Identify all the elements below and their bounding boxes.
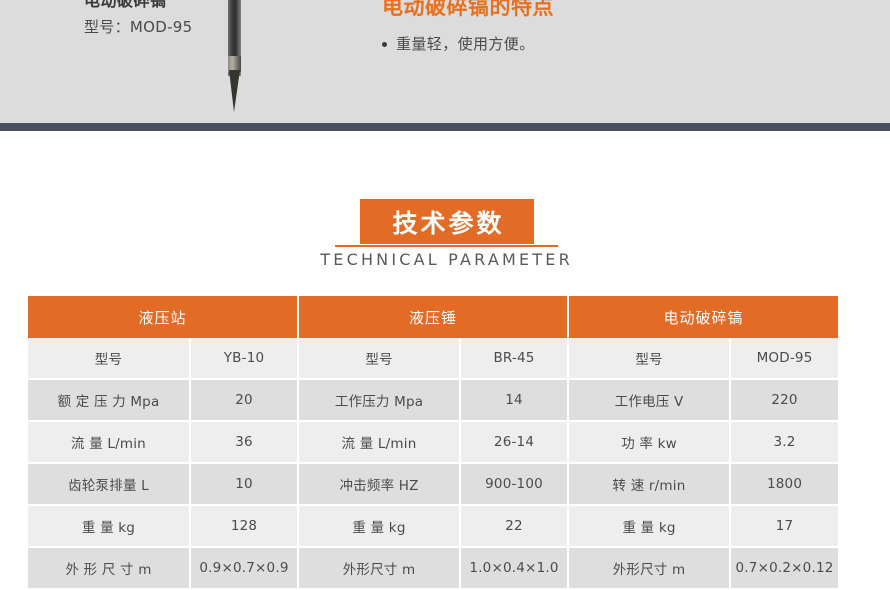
spec-value: 0.7×0.2×0.12 bbox=[730, 547, 839, 590]
section-heading: 技术参数 TECHNICAL PARAMETER bbox=[0, 131, 890, 282]
section-subtitle: TECHNICAL PARAMETER bbox=[320, 250, 573, 269]
hero-feature-title: 电动破碎镐的特点 bbox=[382, 0, 554, 19]
spec-value: 36 bbox=[190, 421, 300, 464]
spec-value: 900-100 bbox=[460, 463, 570, 506]
spec-label: 工作电压 V bbox=[568, 379, 732, 422]
hero-feature-list: 重量轻，使用方便。 bbox=[382, 32, 554, 56]
hero-feature-block: 电动破碎镐的特点 重量轻，使用方便。 bbox=[382, 0, 554, 56]
spec-label: 外形尺寸 m bbox=[298, 547, 462, 590]
hero-product-block: 电动破碎镐 型号：MOD-95 bbox=[84, 0, 284, 40]
spec-value: 14 bbox=[460, 379, 570, 422]
spec-value: 1.0×0.4×1.0 bbox=[460, 547, 570, 590]
hero-product-model: 型号：MOD-95 bbox=[84, 18, 193, 36]
table-row: 型号 YB-10 型号 BR-45 型号 MOD-95 bbox=[28, 338, 839, 380]
hero-feature-item: 重量轻，使用方便。 bbox=[382, 32, 554, 56]
spec-value: 20 bbox=[190, 379, 300, 422]
table-row: 额 定 压 力 Mpa 20 工作压力 Mpa 14 工作电压 V 220 bbox=[28, 379, 839, 422]
spec-table-container: 液压站 液压锤 电动破碎镐 型号 YB-10 型号 BR-45 型号 MOD-9… bbox=[28, 296, 839, 590]
section-title-underline bbox=[335, 245, 558, 247]
spec-group-header-hydraulic-station: 液压站 bbox=[28, 296, 300, 338]
table-row: 重 量 kg 128 重 量 kg 22 重 量 kg 17 bbox=[28, 505, 839, 548]
spec-value: 220 bbox=[730, 379, 839, 422]
section-title-badge: 技术参数 bbox=[360, 199, 534, 244]
hero-bottom-rule bbox=[0, 123, 890, 131]
spec-label: 流 量 L/min bbox=[28, 421, 191, 464]
spec-value: 26-14 bbox=[460, 421, 570, 464]
chisel-tip bbox=[229, 70, 240, 112]
spec-group-header-electric-pick: 电动破碎镐 bbox=[568, 296, 839, 338]
spec-value: 128 bbox=[190, 505, 300, 548]
section-title-text: 技术参数 bbox=[392, 208, 505, 238]
spec-label: 外形尺寸 m bbox=[568, 547, 732, 590]
spec-label: 重 量 kg bbox=[298, 505, 462, 548]
spec-label: 功 率 kw bbox=[568, 421, 732, 464]
spec-value: 3.2 bbox=[730, 421, 839, 464]
table-row: 流 量 L/min 36 流 量 L/min 26-14 功 率 kw 3.2 bbox=[28, 421, 839, 464]
spec-group-header-hydraulic-hammer: 液压锤 bbox=[298, 296, 570, 338]
spec-label: 型号 bbox=[298, 338, 462, 380]
spec-label: 重 量 kg bbox=[28, 505, 191, 548]
spec-table-header-row: 液压站 液压锤 电动破碎镐 bbox=[28, 296, 839, 338]
spec-label: 型号 bbox=[28, 338, 191, 380]
table-row: 齿轮泵排量 L 10 冲击频率 HZ 900-100 转 速 r/min 180… bbox=[28, 463, 839, 506]
spec-value: BR-45 bbox=[460, 338, 570, 380]
spec-value: 22 bbox=[460, 505, 570, 548]
hero-product-name: 电动破碎镐 bbox=[84, 0, 167, 10]
spec-label: 外 形 尺 寸 m bbox=[28, 547, 191, 590]
spec-value: 1800 bbox=[730, 463, 839, 506]
spec-label: 冲击频率 HZ bbox=[298, 463, 462, 506]
chisel-collar bbox=[228, 56, 241, 72]
spec-value: 0.9×0.7×0.9 bbox=[190, 547, 300, 590]
spec-label: 流 量 L/min bbox=[298, 421, 462, 464]
spec-table: 液压站 液压锤 电动破碎镐 型号 YB-10 型号 BR-45 型号 MOD-9… bbox=[28, 296, 839, 590]
spec-label: 转 速 r/min bbox=[568, 463, 732, 506]
spec-label: 型号 bbox=[568, 338, 732, 380]
hero-banner: 电动破碎镐 型号：MOD-95 电动破碎镐的特点 重量轻，使用方便。 bbox=[0, 0, 890, 131]
spec-value: MOD-95 bbox=[730, 338, 839, 380]
table-row: 外 形 尺 寸 m 0.9×0.7×0.9 外形尺寸 m 1.0×0.4×1.0… bbox=[28, 547, 839, 590]
spec-label: 重 量 kg bbox=[568, 505, 732, 548]
chisel-pick-photo bbox=[228, 0, 242, 112]
spec-value: 17 bbox=[730, 505, 839, 548]
spec-label: 工作压力 Mpa bbox=[298, 379, 462, 422]
spec-label: 额 定 压 力 Mpa bbox=[28, 379, 191, 422]
spec-value: YB-10 bbox=[190, 338, 300, 380]
spec-label: 齿轮泵排量 L bbox=[28, 463, 191, 506]
spec-value: 10 bbox=[190, 463, 300, 506]
